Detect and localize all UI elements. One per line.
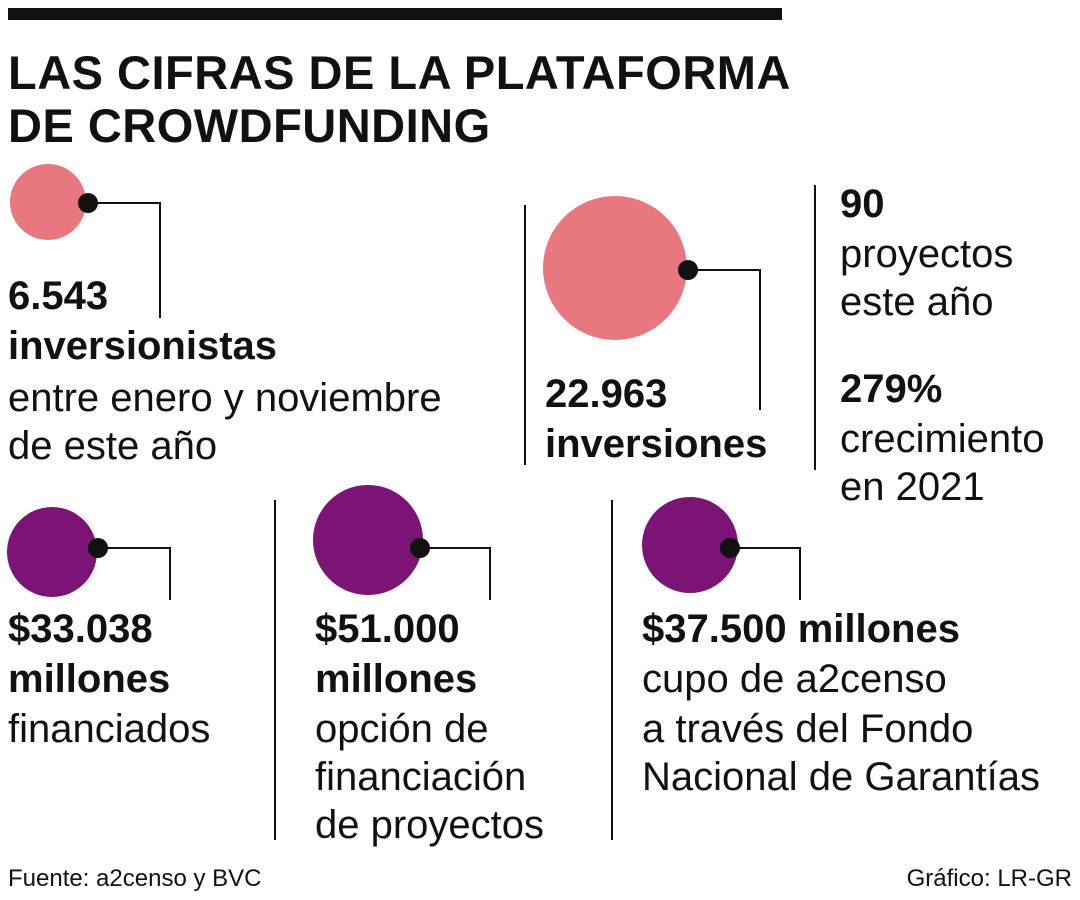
stat-unit: millones	[8, 657, 171, 701]
top-bar	[8, 8, 782, 20]
circle	[543, 196, 687, 340]
stat-value: 6.543	[8, 274, 109, 318]
stat-value: 22.963	[545, 372, 668, 416]
title: LAS CIFRAS DE LA PLATAFORMA	[8, 46, 791, 99]
dot	[88, 538, 108, 558]
circle	[313, 485, 423, 595]
dot	[78, 193, 98, 213]
stat-desc: de este año	[8, 424, 218, 468]
stat-desc: opción de	[315, 707, 489, 751]
circle	[7, 507, 97, 597]
stat-value: $33.038	[8, 607, 153, 651]
stat-value: $51.000	[315, 607, 460, 651]
stat-unit: millones	[315, 657, 478, 701]
stat-desc: entre enero y noviembre	[8, 376, 442, 420]
title: DE CROWDFUNDING	[8, 99, 491, 152]
credit: Gráfico: LR-GR	[906, 865, 1072, 892]
dot	[678, 260, 698, 280]
dot	[720, 538, 740, 558]
stat-desc: en 2021	[840, 465, 985, 509]
dot	[410, 538, 430, 558]
stat-desc: Nacional de Garantías	[642, 755, 1041, 799]
stat-desc: de proyectos	[315, 803, 545, 847]
connectors	[88, 185, 816, 840]
stat-desc: este año	[840, 280, 994, 324]
stat-desc: a través del Fondo	[642, 707, 974, 751]
stat-desc: financiados	[8, 707, 211, 751]
source: Fuente: a2censo y BVC	[8, 865, 262, 892]
stat-value: 279%	[840, 367, 943, 411]
circle	[642, 497, 738, 593]
stat-desc: proyectos	[840, 232, 1014, 276]
stat-value: 90	[840, 182, 885, 226]
circle	[10, 164, 86, 240]
stat-desc: cupo de a2censo	[642, 657, 947, 701]
stat-desc: crecimiento	[840, 417, 1045, 461]
stat-unit: inversionistas	[8, 324, 278, 368]
stat-desc: financiación	[315, 755, 527, 799]
stat-unit: inversiones	[545, 422, 768, 466]
stat-value: $37.500 millones	[642, 607, 960, 651]
